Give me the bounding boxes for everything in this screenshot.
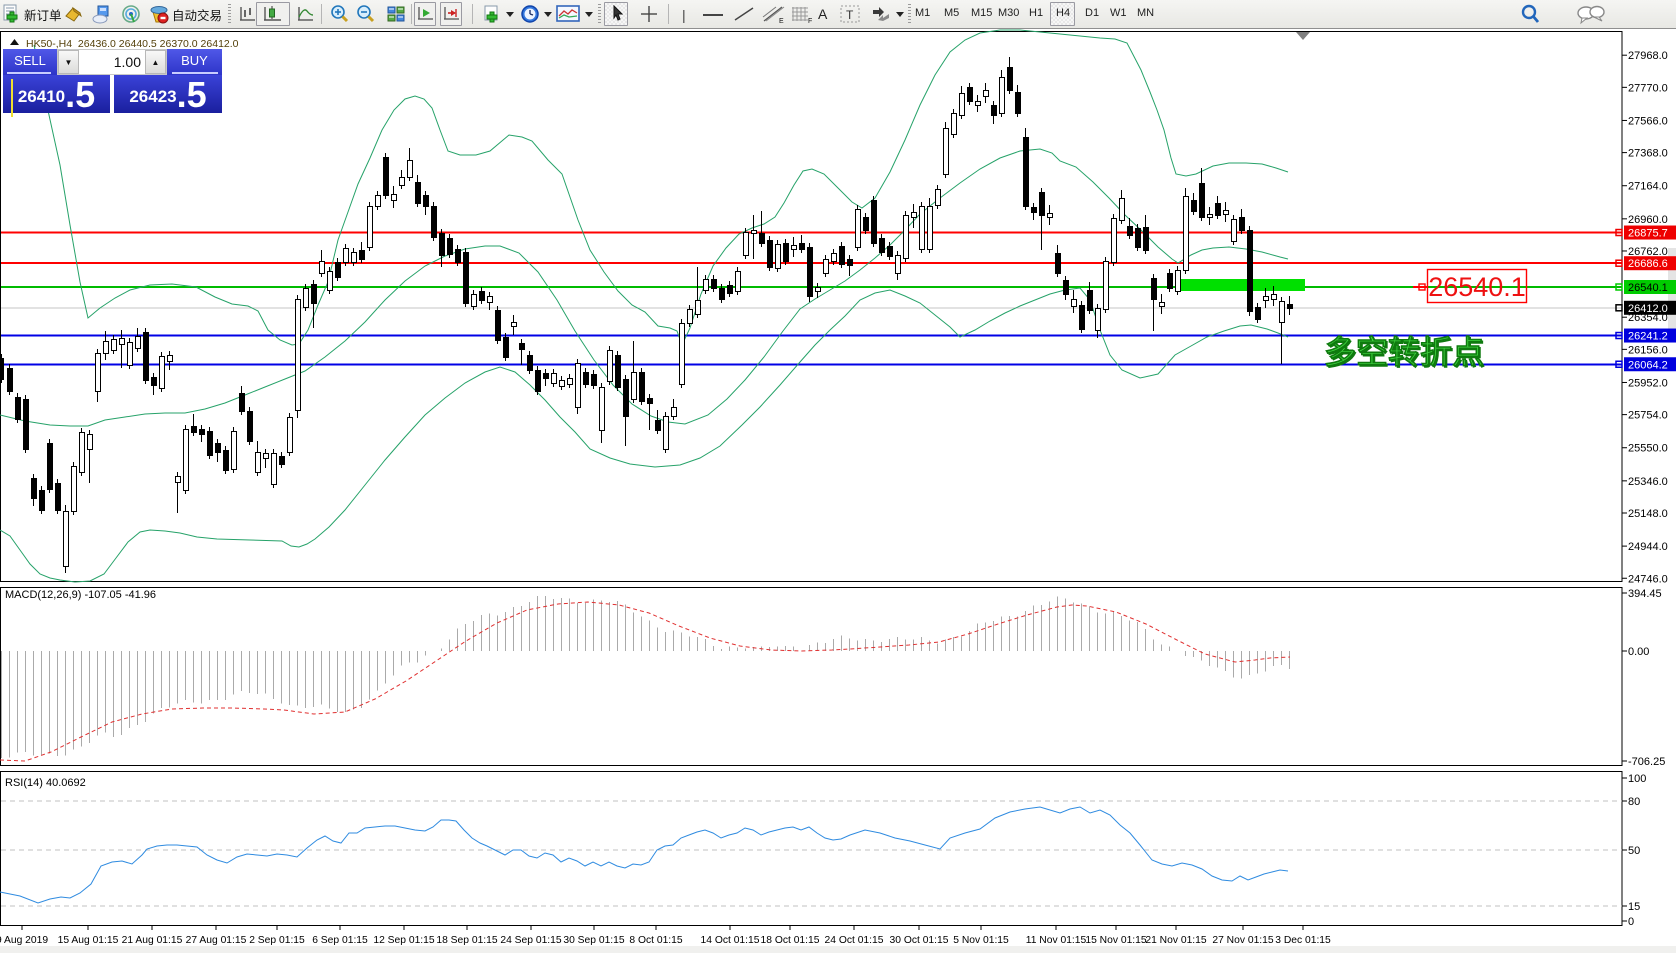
svg-text:RSI(14) 40.0692: RSI(14) 40.0692 (5, 777, 86, 789)
svg-text:100: 100 (1628, 773, 1646, 785)
svg-text:-706.25: -706.25 (1628, 756, 1665, 768)
svg-text:25148.0: 25148.0 (1628, 508, 1668, 520)
svg-text:21 Aug 01:15: 21 Aug 01:15 (122, 935, 183, 946)
svg-text:14 Oct 01:15: 14 Oct 01:15 (701, 935, 760, 946)
svg-text:15 Nov 01:15: 15 Nov 01:15 (1085, 935, 1147, 946)
svg-text:30 Oct 01:15: 30 Oct 01:15 (890, 935, 949, 946)
svg-text:50: 50 (1628, 845, 1640, 857)
svg-text:25346.0: 25346.0 (1628, 476, 1668, 488)
svg-text:8 Oct 01:15: 8 Oct 01:15 (629, 935, 683, 946)
svg-text:3 Dec 01:15: 3 Dec 01:15 (1275, 935, 1331, 946)
svg-text:394.45: 394.45 (1628, 588, 1662, 600)
svg-text:80: 80 (1628, 796, 1640, 808)
svg-text:15 Aug 01:15: 15 Aug 01:15 (58, 935, 119, 946)
svg-text:26540.1: 26540.1 (1428, 272, 1526, 302)
svg-text:27164.0: 27164.0 (1628, 181, 1668, 193)
svg-text:26686.6: 26686.6 (1628, 258, 1668, 270)
svg-text:2 Sep 01:15: 2 Sep 01:15 (249, 935, 305, 946)
svg-text:5 Nov 01:15: 5 Nov 01:15 (953, 935, 1009, 946)
svg-text:24944.0: 24944.0 (1628, 541, 1668, 553)
svg-text:多空转折点: 多空转折点 (1324, 334, 1484, 370)
svg-text:27566.0: 27566.0 (1628, 115, 1668, 127)
svg-text:6 Sep 01:15: 6 Sep 01:15 (312, 935, 368, 946)
svg-text:MACD(12,26,9) -107.05 -41.96: MACD(12,26,9) -107.05 -41.96 (5, 589, 156, 601)
svg-text:F: F (808, 18, 812, 24)
svg-text:27 Nov 01:15: 27 Nov 01:15 (1212, 935, 1274, 946)
svg-text:18 Sep 01:15: 18 Sep 01:15 (436, 935, 498, 946)
svg-text:E: E (779, 18, 784, 24)
svg-text:12 Sep 01:15: 12 Sep 01:15 (373, 935, 435, 946)
svg-text:多空转折点: 多空转折点 (1326, 336, 1486, 372)
svg-text:25952.0: 25952.0 (1628, 377, 1668, 389)
svg-text:26412.0: 26412.0 (1628, 303, 1668, 315)
svg-text:11 Nov 01:15: 11 Nov 01:15 (1026, 935, 1087, 946)
svg-text:26762.0: 26762.0 (1628, 246, 1668, 258)
svg-text:15: 15 (1628, 901, 1640, 913)
svg-text:26875.7: 26875.7 (1628, 228, 1668, 240)
svg-text:27368.0: 27368.0 (1628, 148, 1668, 160)
svg-text:30 Sep 01:15: 30 Sep 01:15 (563, 935, 625, 946)
svg-text:26960.0: 26960.0 (1628, 214, 1668, 226)
svg-text:18 Oct 01:15: 18 Oct 01:15 (761, 935, 820, 946)
svg-text:27 Aug 01:15: 27 Aug 01:15 (186, 935, 247, 946)
svg-text:26064.2: 26064.2 (1628, 359, 1668, 371)
svg-text:0: 0 (1628, 916, 1634, 928)
svg-text:24 Sep 01:15: 24 Sep 01:15 (500, 935, 562, 946)
svg-text:24 Oct 01:15: 24 Oct 01:15 (825, 935, 884, 946)
svg-text:26156.0: 26156.0 (1628, 344, 1668, 356)
svg-text:T: T (846, 8, 854, 22)
svg-text:25550.0: 25550.0 (1628, 443, 1668, 455)
svg-text:0.00: 0.00 (1628, 646, 1649, 658)
svg-text:26540.1: 26540.1 (1628, 282, 1668, 294)
svg-text:25754.0: 25754.0 (1628, 410, 1668, 422)
svg-text:27770.0: 27770.0 (1628, 82, 1668, 94)
svg-text:24746.0: 24746.0 (1628, 573, 1668, 585)
svg-text:9 Aug 2019: 9 Aug 2019 (0, 935, 48, 946)
svg-text:21 Nov 01:15: 21 Nov 01:15 (1145, 935, 1207, 946)
svg-text:26354.0: 26354.0 (1628, 312, 1668, 324)
svg-text:26241.2: 26241.2 (1628, 331, 1668, 343)
svg-text:HK50-,H4 26436.0 26440.5 2637: HK50-,H4 26436.0 26440.5 26370.0 26412.0 (26, 38, 239, 50)
svg-text:27968.0: 27968.0 (1628, 50, 1668, 62)
